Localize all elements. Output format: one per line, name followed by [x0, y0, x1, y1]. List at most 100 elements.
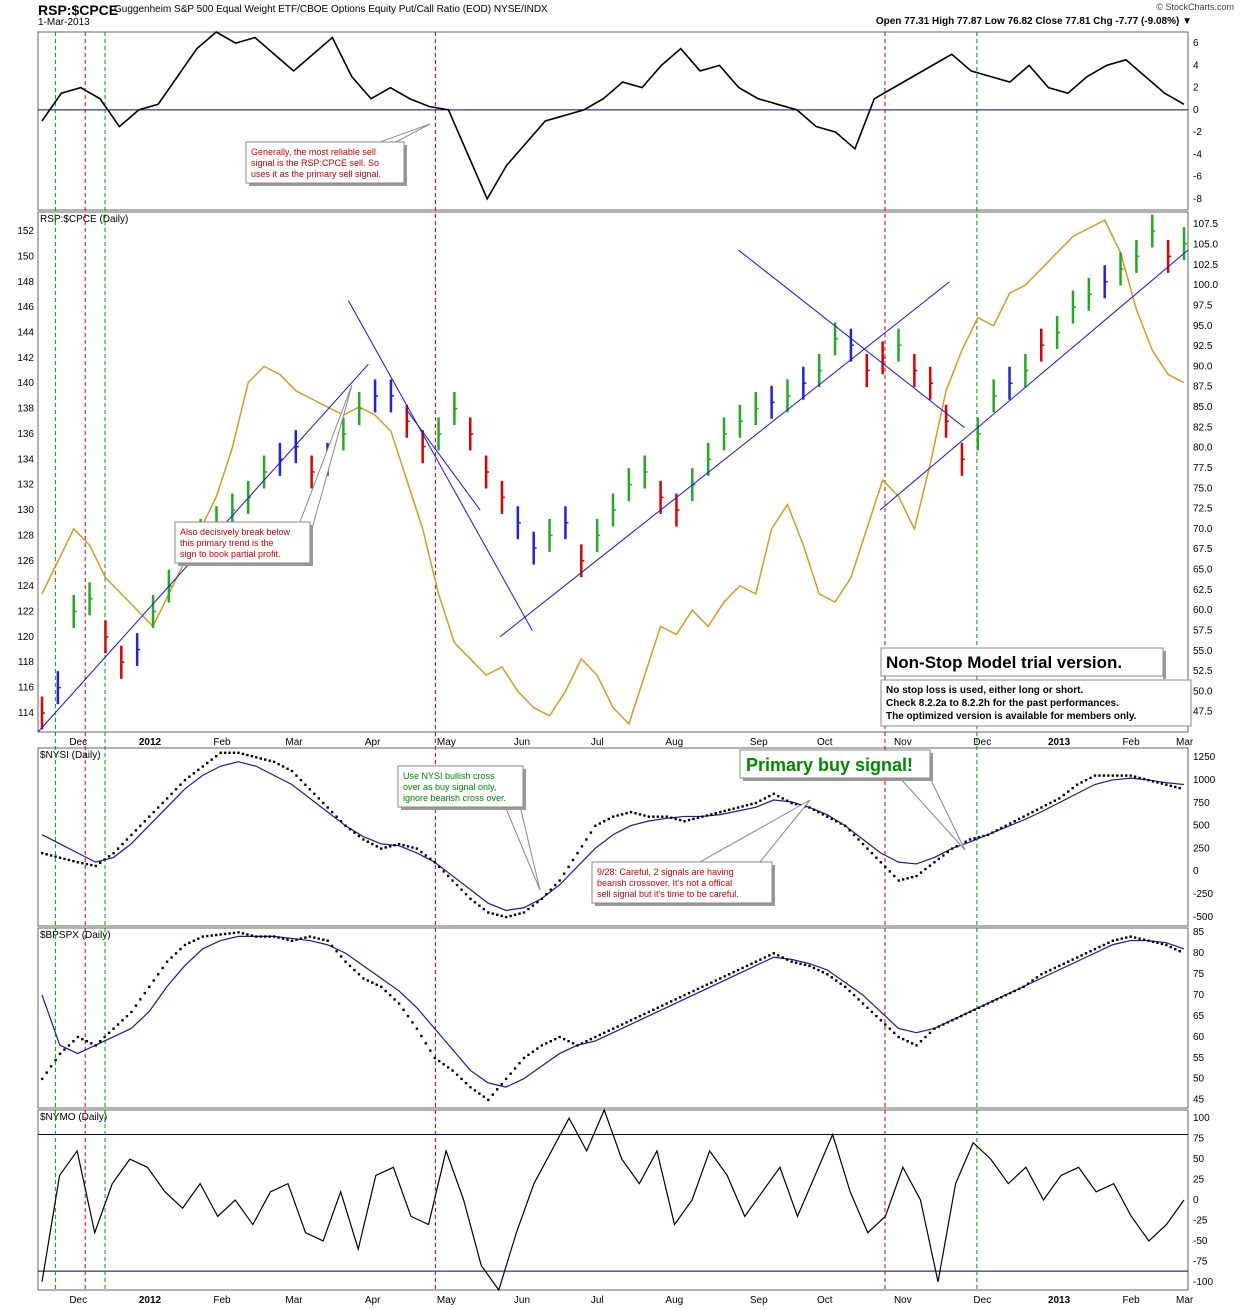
bpspx-point — [607, 1029, 610, 1032]
nysi-point — [134, 829, 138, 832]
bpspx-point — [1151, 940, 1155, 944]
bpspx-point — [790, 960, 793, 963]
x-tick-label: Feb — [213, 1295, 231, 1306]
bpspx-ytick: 80 — [1193, 948, 1205, 959]
bpspx-point — [1133, 936, 1137, 939]
nysi-point — [201, 765, 204, 768]
bpspx-point — [63, 1048, 66, 1051]
bpspx-point — [1165, 943, 1168, 947]
bpspx-point — [701, 985, 704, 989]
nysi-point — [496, 913, 499, 916]
nysi-point — [81, 862, 84, 865]
nysi-point — [1067, 790, 1070, 793]
nymo-panel-title: $NYMO (Daily) — [40, 1112, 107, 1123]
x-tick-label: 2013 — [1048, 737, 1071, 748]
nysi-point — [1102, 774, 1106, 777]
nysi-point — [339, 820, 343, 823]
nysi-point — [513, 913, 517, 916]
bpspx-point — [531, 1050, 535, 1053]
nysi-point — [250, 754, 254, 758]
nysi-point — [504, 915, 508, 919]
bpspx-point — [125, 1014, 129, 1018]
nysi-point — [554, 883, 557, 887]
bpspx-point — [839, 982, 842, 985]
nysi-point — [281, 765, 285, 768]
nysi-point — [509, 914, 512, 918]
bpspx-point — [281, 937, 285, 940]
nysi-point — [754, 801, 758, 805]
bpspx-point — [736, 968, 740, 972]
osc-ytick: 0 — [1193, 105, 1199, 116]
bpspx-point — [527, 1053, 530, 1057]
price-ytick-right: 55.0 — [1193, 646, 1213, 657]
bpspx-point — [1026, 982, 1030, 985]
bpspx-point — [500, 1082, 503, 1086]
x-tick-label: Jul — [591, 737, 604, 748]
bpspx-point — [357, 973, 361, 976]
nysi-point — [540, 897, 544, 901]
bpspx-point — [116, 1023, 120, 1026]
nysi-point — [518, 912, 521, 915]
nysi-ytick: -500 — [1193, 912, 1213, 923]
nysi-point — [491, 912, 494, 915]
bpspx-point — [255, 935, 258, 938]
nysi-point — [545, 893, 548, 896]
bpspx-point — [674, 998, 677, 1001]
bpspx-point — [620, 1023, 624, 1026]
nysi-point — [255, 756, 258, 759]
bpspx-point — [130, 1010, 133, 1014]
nysi-point — [1000, 826, 1003, 830]
break-note-box — [174, 521, 311, 564]
nysi-point — [817, 810, 820, 814]
bpspx-point — [210, 934, 213, 937]
nysi-point — [143, 820, 147, 823]
nysi-point — [1178, 786, 1181, 790]
nysi-point — [629, 810, 633, 814]
bpspx-ytick: 60 — [1193, 1032, 1205, 1043]
price-ytick-right: 52.5 — [1193, 666, 1213, 677]
bpspx-point — [290, 939, 294, 942]
nysi-point — [991, 831, 994, 834]
bpspx-point — [402, 1008, 405, 1012]
bpspx-point — [928, 1031, 932, 1035]
price-ytick-left: 126 — [17, 556, 34, 567]
bpspx-point — [366, 979, 370, 982]
nysi-note-line: ignore bearish cross over. — [403, 793, 506, 803]
bpspx-point — [397, 1002, 401, 1005]
nysi-point — [98, 861, 102, 864]
nysi-point — [1093, 774, 1097, 777]
nysi-point — [67, 858, 71, 862]
x-tick-label: Oct — [817, 1295, 833, 1306]
bpspx-point — [866, 1006, 869, 1009]
bpspx-point — [81, 1037, 84, 1041]
nysi-point — [192, 772, 196, 775]
bpspx-point — [991, 1000, 994, 1003]
model-detail-line: No stop loss is used, either long or sho… — [886, 685, 1083, 696]
nysi-point — [915, 874, 918, 878]
nysi-point — [964, 840, 967, 843]
nysi-point — [330, 810, 334, 814]
nysi-point — [1174, 785, 1177, 789]
bpspx-point — [665, 1002, 668, 1005]
nysi-point — [848, 829, 851, 832]
careful-note-line: 9/28: Careful, 2 signals are having — [597, 867, 734, 877]
nysi-point — [174, 788, 178, 791]
sell-note-line: Generally, the most reliable sell — [251, 147, 376, 157]
nysi-point — [487, 911, 490, 914]
x-tick-label: Jun — [514, 1295, 530, 1306]
price-ytick-left: 148 — [17, 277, 34, 288]
price-ytick-right: 60.0 — [1193, 605, 1213, 616]
nysi-point — [1138, 776, 1141, 780]
x-tick-label: Aug — [665, 737, 683, 748]
bpspx-point — [339, 955, 343, 958]
nysi-point — [1116, 774, 1119, 777]
nysi-point — [928, 864, 932, 867]
bpspx-point — [487, 1098, 490, 1102]
nysi-note: Use NYSI bullish crossover as buy signal… — [397, 765, 541, 891]
nysi-point — [237, 751, 240, 754]
bpspx-point — [821, 970, 825, 974]
bpspx-point — [598, 1033, 602, 1037]
nysi-point — [741, 805, 744, 808]
nysi-ytick: 750 — [1193, 798, 1210, 809]
